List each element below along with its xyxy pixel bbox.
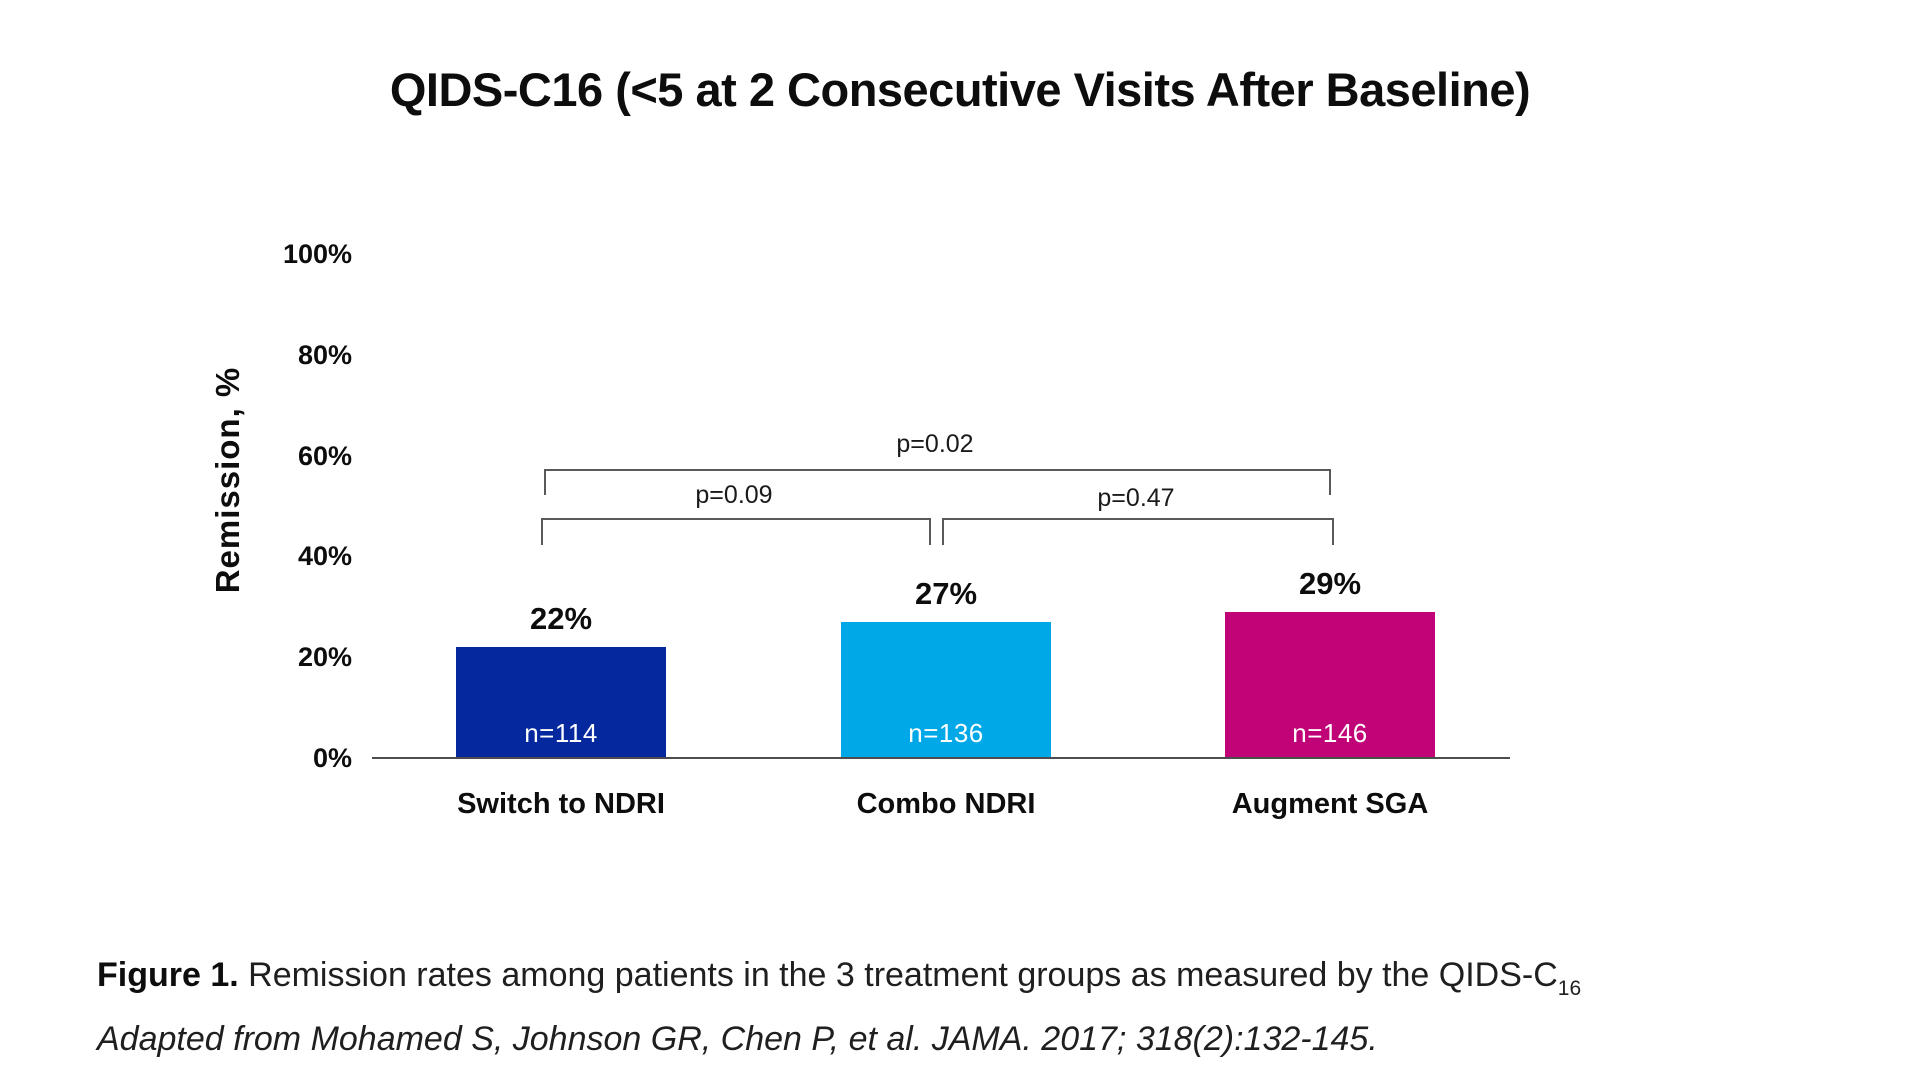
bar-value-label: 29% bbox=[1298, 566, 1362, 601]
y-axis-title: Remission, % bbox=[209, 366, 246, 594]
bar-n-label: n=114 bbox=[524, 718, 598, 748]
bar-n-label: n=146 bbox=[1292, 718, 1368, 748]
figure-number-label: Figure 1. bbox=[97, 956, 239, 994]
y-tick-100: 100% bbox=[282, 239, 352, 269]
figure-caption: Figure 1. Remission rates among patients… bbox=[97, 950, 1857, 1065]
bar-switch-to-ndri: n=114 bbox=[456, 647, 666, 758]
bar-n-label: n=136 bbox=[908, 718, 984, 748]
x-axis-label-switch-to-ndri: Switch to NDRI bbox=[457, 788, 665, 820]
significance-bracket-switch-vs-combo bbox=[541, 518, 931, 545]
y-tick-60: 60% bbox=[297, 441, 352, 471]
bar-combo-ndri: n=136 bbox=[841, 622, 1051, 758]
p-value-label-switch-vs-augment: p=0.02 bbox=[896, 430, 974, 458]
caption-source-line: Adapted from Mohamed S, Johnson GR, Chen… bbox=[97, 1020, 1378, 1058]
caption-line-1: Figure 1. Remission rates among patients… bbox=[97, 950, 1857, 1014]
x-axis-line bbox=[372, 757, 1510, 759]
x-axis-label-combo-ndri: Combo NDRI bbox=[856, 788, 1036, 820]
y-tick-40: 40% bbox=[297, 541, 352, 571]
bar-group-augment-sga: 29% n=146 bbox=[1225, 0, 1435, 758]
y-tick-20: 20% bbox=[297, 642, 352, 672]
significance-bracket-switch-vs-augment bbox=[544, 469, 1331, 495]
x-axis-label-augment-sga: Augment SGA bbox=[1231, 788, 1429, 820]
bar-value-label: 27% bbox=[914, 576, 978, 611]
bar-augment-sga: n=146 bbox=[1225, 612, 1435, 758]
bar-group-switch-to-ndri: 22% n=114 bbox=[456, 0, 666, 758]
bar-value-label: 22% bbox=[529, 601, 593, 636]
p-value-label-combo-vs-augment: p=0.47 bbox=[1097, 484, 1175, 512]
chart-title: QIDS-C16 (<5 at 2 Consecutive Visits Aft… bbox=[389, 63, 1531, 116]
caption-subscript: 16 bbox=[1557, 977, 1582, 1000]
p-value-label-switch-vs-combo: p=0.09 bbox=[695, 481, 773, 509]
y-tick-0: 0% bbox=[312, 743, 352, 773]
significance-bracket-combo-vs-augment bbox=[942, 518, 1334, 545]
y-tick-80: 80% bbox=[297, 340, 352, 370]
caption-text: Remission rates among patients in the 3 … bbox=[238, 956, 1558, 994]
bar-group-combo-ndri: 27% n=136 bbox=[841, 0, 1051, 758]
